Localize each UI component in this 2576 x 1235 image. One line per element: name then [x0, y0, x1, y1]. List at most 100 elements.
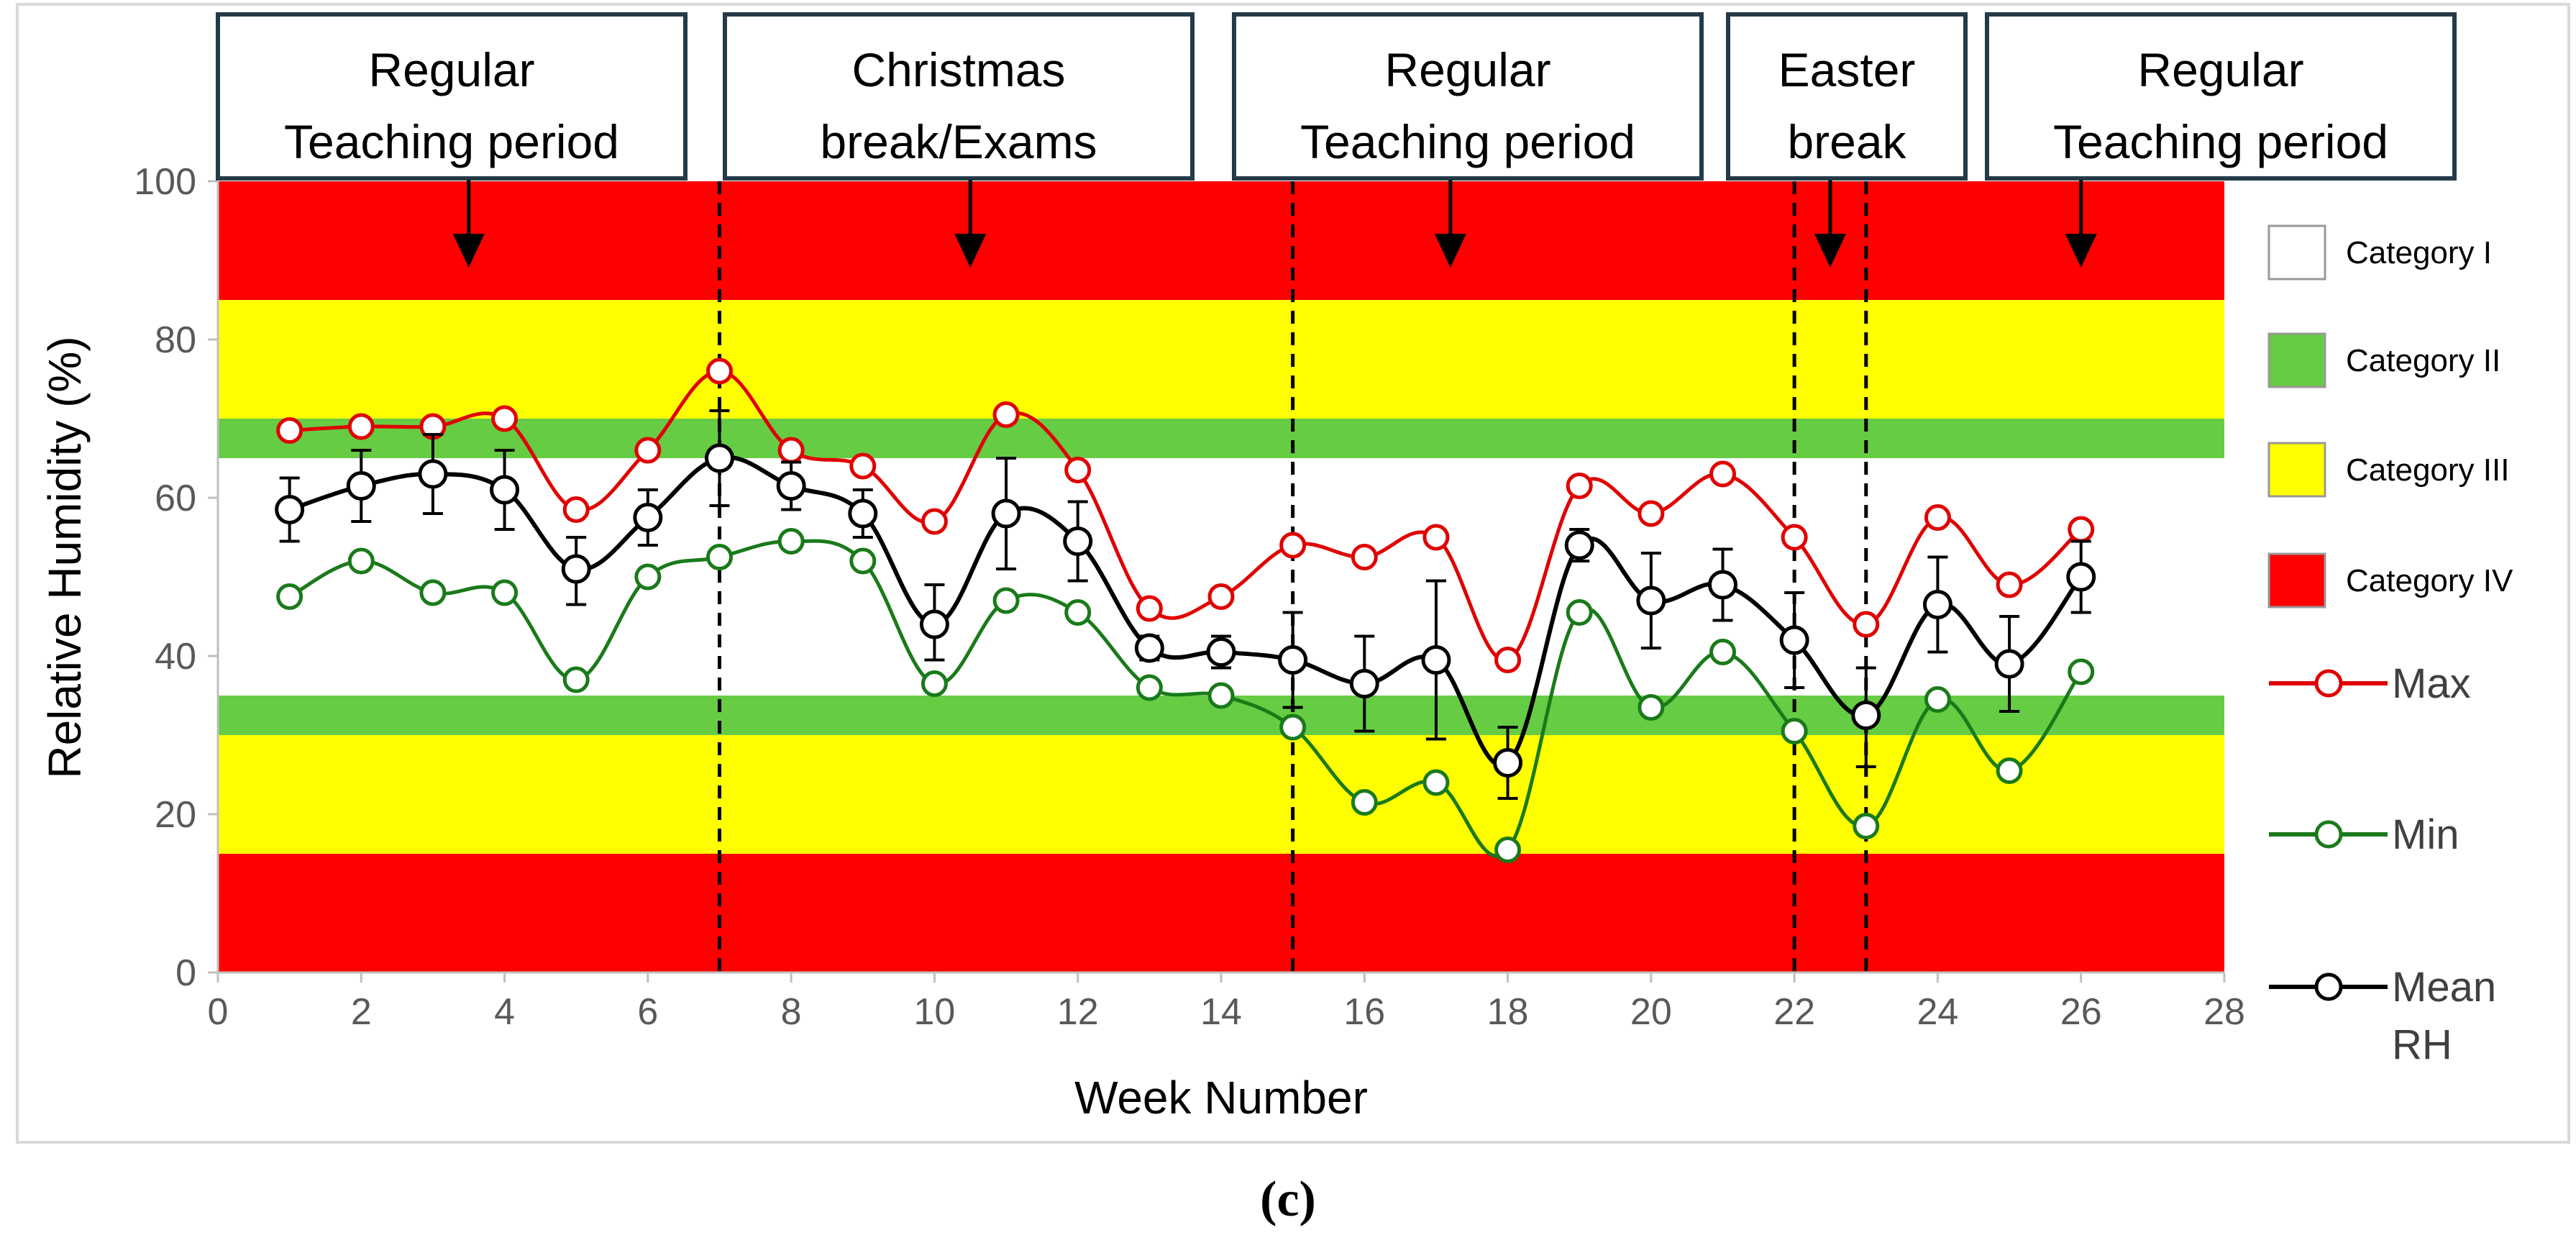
- max-point: [1781, 524, 1808, 551]
- mean-rh-point: [1206, 637, 1236, 667]
- mean-rh-point: [1493, 748, 1523, 778]
- legend-swatch: [2267, 224, 2326, 281]
- max-point: [1136, 595, 1163, 622]
- mean-rh-point: [1779, 625, 1809, 655]
- x-tick-label: 4: [494, 991, 515, 1033]
- max-point: [1996, 571, 2023, 598]
- period-box-frame: [723, 12, 1195, 181]
- max-point: [634, 437, 662, 464]
- min-point: [1638, 694, 1665, 721]
- legend-item-series: Max: [2269, 660, 2471, 707]
- max-point: [706, 357, 733, 385]
- min-point: [1566, 599, 1593, 626]
- legend-label: Category IV: [2346, 563, 2513, 598]
- mean-rh-point: [991, 498, 1021, 529]
- x-tick-label: 8: [781, 991, 802, 1033]
- mean-rh-point: [1564, 530, 1594, 560]
- max-point: [1638, 500, 1665, 527]
- x-tick-label: 22: [1773, 991, 1815, 1033]
- mean-rh-point: [919, 609, 949, 639]
- legend-swatch: [2267, 442, 2326, 498]
- x-axis-title: Week Number: [1074, 1072, 1368, 1124]
- legend-label: Category I: [2346, 235, 2492, 270]
- max-point: [921, 508, 948, 535]
- max-point: [1351, 544, 1378, 570]
- mean-rh-point: [1278, 645, 1308, 675]
- chart-frame: [16, 3, 2570, 1144]
- min-point: [634, 563, 662, 591]
- period-box-frame: [1232, 12, 1704, 181]
- period-box-frame: [216, 12, 688, 181]
- band-category-iii: [218, 735, 2224, 854]
- min-point: [1207, 682, 1235, 709]
- band-category-ii: [218, 419, 2224, 458]
- period-box-line1: Regular: [2137, 43, 2303, 96]
- legend-label: Max: [2392, 660, 2471, 707]
- y-tick-label: 100: [134, 161, 196, 203]
- max-point: [2068, 516, 2095, 543]
- min-point: [2068, 658, 2095, 685]
- x-tick-label: 28: [2203, 991, 2245, 1033]
- min-point: [921, 670, 948, 697]
- x-tick-label: 12: [1057, 991, 1099, 1033]
- x-tick-label: 14: [1200, 991, 1242, 1033]
- mean-rh-point: [275, 495, 305, 524]
- mean-rh-point: [1349, 669, 1379, 698]
- x-tick-label: 2: [351, 991, 372, 1033]
- min-point: [1136, 674, 1163, 701]
- max-point: [1207, 583, 1235, 610]
- min-point: [491, 579, 519, 606]
- figure-caption: (c): [1260, 1172, 1316, 1227]
- period-box: Christmas break/Exams: [723, 12, 1195, 268]
- arrow-down-icon: [1814, 234, 1846, 268]
- legend-item-series: Mean RH: [2269, 964, 2496, 1068]
- max-point: [491, 405, 519, 432]
- arrow-down-icon: [1434, 234, 1466, 268]
- max-point: [1709, 460, 1736, 488]
- period-box-frame: [1726, 12, 1968, 181]
- period-box-line2: break: [1787, 115, 1906, 168]
- legend-label: Category III: [2346, 452, 2509, 488]
- min-point: [1709, 639, 1736, 665]
- mean-rh-point: [848, 498, 878, 529]
- legend-marker: [2314, 820, 2343, 849]
- min-point: [1853, 813, 1880, 839]
- band-category-iv: [218, 181, 2224, 300]
- max-point: [1494, 647, 1522, 673]
- legend-label: Mean: [2392, 964, 2496, 1011]
- max-point: [1566, 473, 1593, 499]
- min-point: [1924, 686, 1951, 713]
- mean-rh-point: [1636, 585, 1666, 616]
- legend-label: Category II: [2346, 343, 2500, 378]
- x-tick-label: 10: [914, 991, 956, 1033]
- max-point: [1422, 524, 1450, 551]
- min-point: [562, 666, 590, 693]
- x-tick-label: 16: [1343, 991, 1385, 1033]
- max-point: [992, 401, 1020, 428]
- mean-rh-point: [776, 471, 806, 501]
- legend-item-series: Min: [2269, 811, 2459, 858]
- max-point: [276, 417, 303, 444]
- legend-item-category: Category IV: [2267, 552, 2513, 609]
- max-point: [1853, 611, 1880, 638]
- period-box-line2: Teaching period: [2053, 115, 2388, 168]
- max-point: [347, 413, 375, 440]
- legend-item-category: Category III: [2267, 442, 2509, 498]
- max-point: [849, 452, 877, 480]
- max-point: [777, 437, 805, 464]
- legend-swatch: [2267, 332, 2326, 388]
- x-tick-label: 20: [1630, 991, 1672, 1033]
- period-box-line1: Easter: [1778, 43, 1916, 96]
- arrow-down-icon: [452, 234, 485, 268]
- period-box: Regular Teaching period: [1985, 12, 2457, 268]
- mean-rh-point: [2066, 562, 2096, 592]
- min-point: [1064, 599, 1092, 626]
- min-point: [706, 544, 733, 570]
- min-point: [1494, 837, 1522, 863]
- min-point: [347, 547, 375, 575]
- min-point: [1279, 714, 1307, 741]
- min-point: [1781, 718, 1808, 744]
- y-tick-label: 40: [155, 636, 196, 678]
- arrow-down-icon: [954, 234, 987, 268]
